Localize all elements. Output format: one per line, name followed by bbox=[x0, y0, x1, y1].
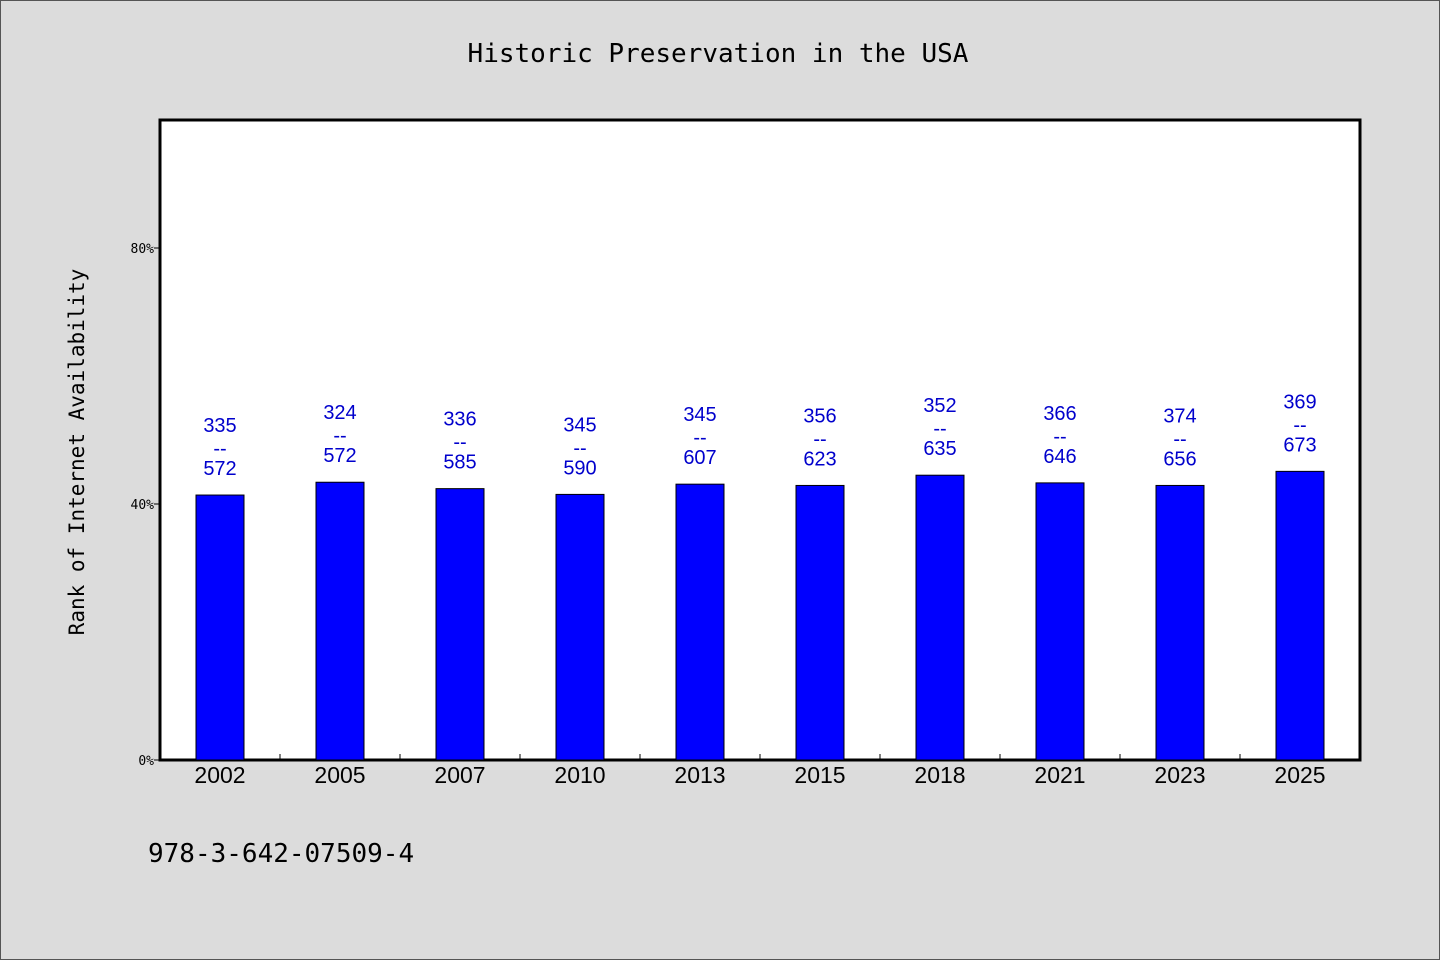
x-tick-label: 2015 bbox=[794, 762, 845, 788]
bar bbox=[435, 488, 485, 761]
data-label-bottom: 607 bbox=[683, 447, 716, 469]
x-tick-label: 2025 bbox=[1274, 762, 1325, 788]
chart-title: Historic Preservation in the USA bbox=[468, 39, 969, 69]
bars bbox=[195, 470, 1325, 761]
bar bbox=[1155, 484, 1205, 761]
data-label-top: 335 bbox=[203, 415, 236, 437]
data-label-top: 345 bbox=[683, 404, 716, 426]
y-axis-label: Rank of Internet Availability bbox=[65, 269, 89, 636]
data-label-top: 369 bbox=[1283, 391, 1316, 413]
bar bbox=[675, 483, 725, 761]
y-tick-label: 0% bbox=[138, 754, 154, 769]
x-tick-label: 2002 bbox=[194, 762, 245, 788]
data-label-sep: -- bbox=[453, 432, 466, 454]
data-label-sep: -- bbox=[1293, 414, 1306, 436]
data-label-sep: -- bbox=[693, 427, 706, 449]
x-tick-label: 2018 bbox=[914, 762, 965, 788]
x-tick-label: 2023 bbox=[1154, 762, 1205, 788]
bar bbox=[315, 481, 365, 761]
data-label-bottom: 635 bbox=[923, 438, 956, 460]
bar bbox=[915, 474, 965, 761]
data-label-bottom: 590 bbox=[563, 457, 596, 479]
data-label-bottom: 656 bbox=[1163, 448, 1196, 470]
y-tick-label: 80% bbox=[131, 242, 155, 257]
data-label-bottom: 646 bbox=[1043, 446, 1076, 468]
y-axis-ticks: 0% 40% 80% bbox=[131, 242, 160, 769]
bar bbox=[195, 494, 245, 761]
bar bbox=[555, 493, 605, 761]
data-label-sep: -- bbox=[1173, 428, 1186, 450]
x-tick-label: 2005 bbox=[314, 762, 365, 788]
data-label-bottom: 623 bbox=[803, 448, 836, 470]
y-tick-label: 40% bbox=[131, 498, 155, 513]
data-label-top: 366 bbox=[1043, 403, 1076, 425]
data-label-top: 324 bbox=[323, 402, 356, 424]
data-label-top: 345 bbox=[563, 414, 596, 436]
data-label-top: 374 bbox=[1163, 405, 1196, 427]
isbn-label: 978-3-642-07509-4 bbox=[148, 839, 414, 869]
data-label-sep: -- bbox=[933, 418, 946, 440]
bar bbox=[795, 484, 845, 761]
x-tick-label: 2013 bbox=[674, 762, 725, 788]
x-axis-ticks: 2002 2005 2007 2010 2013 2015 2018 2021 2023 2025 bbox=[194, 754, 1326, 788]
data-label-top: 352 bbox=[923, 395, 956, 417]
bar bbox=[1275, 470, 1325, 761]
data-label-top: 336 bbox=[443, 409, 476, 431]
data-labels: 572--335572--324585--336590--345607--345… bbox=[203, 391, 1316, 480]
data-label-bottom: 572 bbox=[323, 445, 356, 467]
data-label-bottom: 572 bbox=[203, 458, 236, 480]
data-label-sep: -- bbox=[333, 425, 346, 447]
data-label-sep: -- bbox=[213, 438, 226, 460]
x-tick-label: 2010 bbox=[554, 762, 605, 788]
x-tick-label: 2021 bbox=[1034, 762, 1085, 788]
x-tick-label: 2007 bbox=[434, 762, 485, 788]
data-label-sep: -- bbox=[573, 437, 586, 459]
data-label-top: 356 bbox=[803, 405, 836, 427]
data-label-sep: -- bbox=[1053, 426, 1066, 448]
bar bbox=[1035, 482, 1085, 761]
data-label-bottom: 585 bbox=[443, 452, 476, 474]
data-label-sep: -- bbox=[813, 428, 826, 450]
data-label-bottom: 673 bbox=[1283, 434, 1316, 456]
